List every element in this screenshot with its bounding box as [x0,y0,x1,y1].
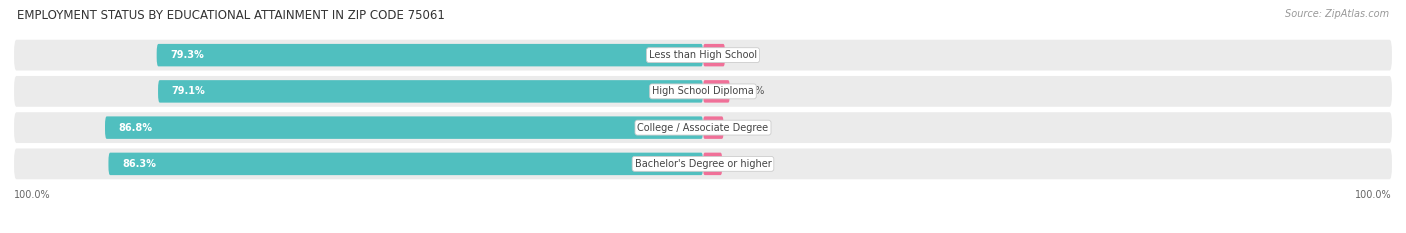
Text: Less than High School: Less than High School [650,50,756,60]
FancyBboxPatch shape [157,80,703,103]
Text: 100.0%: 100.0% [14,190,51,200]
FancyBboxPatch shape [108,153,703,175]
FancyBboxPatch shape [703,80,730,103]
Text: 100.0%: 100.0% [1355,190,1392,200]
FancyBboxPatch shape [14,112,1392,143]
Text: 79.3%: 79.3% [170,50,204,60]
FancyBboxPatch shape [703,116,724,139]
FancyBboxPatch shape [156,44,703,66]
FancyBboxPatch shape [14,148,1392,179]
Text: 86.3%: 86.3% [122,159,156,169]
Text: 79.1%: 79.1% [172,86,205,96]
Text: College / Associate Degree: College / Associate Degree [637,123,769,133]
Text: Bachelor's Degree or higher: Bachelor's Degree or higher [634,159,772,169]
Text: 2.8%: 2.8% [733,159,756,169]
Text: 3.9%: 3.9% [740,86,765,96]
Text: EMPLOYMENT STATUS BY EDUCATIONAL ATTAINMENT IN ZIP CODE 75061: EMPLOYMENT STATUS BY EDUCATIONAL ATTAINM… [17,9,444,22]
FancyBboxPatch shape [14,76,1392,107]
FancyBboxPatch shape [703,153,723,175]
FancyBboxPatch shape [105,116,703,139]
Text: 3.0%: 3.0% [734,123,758,133]
Text: 86.8%: 86.8% [118,123,153,133]
Text: 3.2%: 3.2% [735,50,759,60]
FancyBboxPatch shape [14,40,1392,71]
Text: High School Diploma: High School Diploma [652,86,754,96]
FancyBboxPatch shape [703,44,725,66]
Text: Source: ZipAtlas.com: Source: ZipAtlas.com [1285,9,1389,19]
